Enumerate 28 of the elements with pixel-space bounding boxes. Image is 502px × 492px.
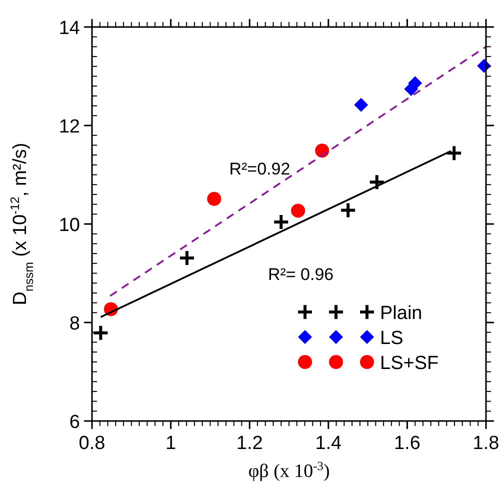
y-tick-label: 6 (69, 412, 80, 433)
x-tick-label: 1 (166, 433, 176, 454)
legend-label: LS+SF (380, 353, 439, 374)
x-tick-label: 1.6 (394, 433, 420, 454)
point (207, 192, 222, 206)
point (368, 174, 386, 191)
x-tick-label: 0.8 (78, 433, 106, 454)
x-tick-label: 1.8 (472, 433, 500, 454)
point (272, 214, 290, 231)
y-tick-label: 8 (69, 314, 80, 334)
point (446, 144, 463, 162)
point (291, 204, 306, 218)
annotation: R²=0.92 (229, 160, 290, 179)
point (340, 202, 357, 219)
x-tick-label: 1.2 (236, 433, 263, 454)
point (178, 249, 196, 266)
point (92, 324, 110, 342)
legend-label: Plain (380, 303, 422, 324)
point (354, 98, 368, 112)
legend-label: LS (380, 328, 404, 349)
point (315, 144, 330, 158)
point (408, 76, 422, 90)
annotation: R²= 0.96 (268, 265, 334, 284)
x-tick-label: 1.4 (315, 433, 342, 454)
x-axis-title: φβ (x 10$^{-3}$) (248, 459, 330, 482)
y-tick-label: 14 (58, 18, 80, 39)
y-tick-label: 10 (58, 215, 80, 236)
y-tick-label: 12 (58, 116, 80, 138)
